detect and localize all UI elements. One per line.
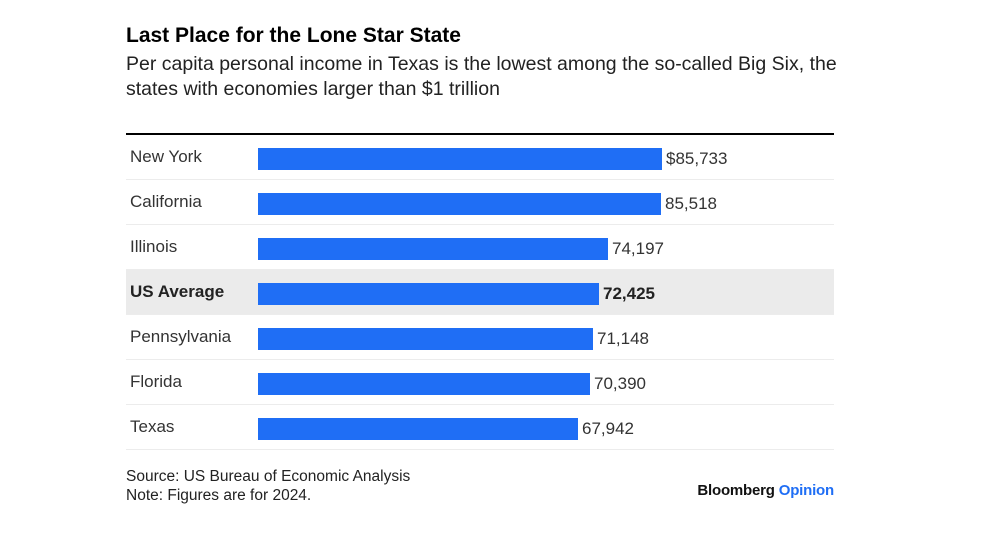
- chart-subtitle: Per capita personal income in Texas is t…: [126, 53, 837, 100]
- brand-main: Bloomberg: [697, 482, 775, 499]
- category-label-pennsylvania: Pennsylvania: [130, 327, 232, 346]
- bar-new-york: [258, 148, 662, 170]
- bar-illinois: [258, 238, 608, 260]
- bar-california: [258, 193, 661, 215]
- bar-texas: [258, 418, 578, 440]
- value-label-us-average: 72,425: [603, 284, 655, 303]
- value-label-california: 85,518: [665, 194, 717, 213]
- category-label-illinois: Illinois: [130, 237, 178, 256]
- bar-row-florida: Florida 70,390: [126, 360, 834, 405]
- category-label-us-average: US Average: [130, 282, 225, 301]
- bar-florida: [258, 373, 590, 395]
- brand-logo: Bloomberg Opinion: [697, 482, 834, 499]
- source-text: Source: US Bureau of Economic Analysis: [126, 468, 411, 485]
- bar-chart: New York $85,733 California 85,518 Illinois 7…: [126, 135, 834, 451]
- category-label-florida: Florida: [130, 372, 182, 391]
- value-label-texas: 67,942: [582, 419, 634, 438]
- note-text: Note: Figures are for 2024.: [126, 487, 312, 504]
- bar-row-california: California 85,518: [126, 180, 834, 225]
- bar-us-average: [258, 283, 599, 305]
- value-label-pennsylvania: 71,148: [597, 329, 649, 348]
- bar-row-us-average: US Average 72,425: [126, 270, 834, 315]
- source-notes: Source: US Bureau of Economic Analysis N…: [126, 467, 410, 505]
- value-label-illinois: 74,197: [612, 239, 664, 258]
- category-label-texas: Texas: [130, 417, 175, 436]
- chart-title: Last Place for the Lone Star State: [126, 24, 461, 47]
- top-rule: [126, 133, 834, 135]
- value-label-florida: 70,390: [594, 374, 646, 393]
- value-label-new-york: $85,733: [666, 149, 728, 168]
- category-label-california: California: [130, 192, 202, 211]
- brand-sub: Opinion: [778, 482, 834, 499]
- bar-pennsylvania: [258, 328, 593, 350]
- bar-row-pennsylvania: Pennsylvania 71,148: [126, 315, 834, 360]
- bar-row-new-york: New York $85,733: [126, 135, 834, 180]
- category-label-new-york: New York: [130, 147, 202, 166]
- bar-row-illinois: Illinois 74,197: [126, 225, 834, 270]
- bar-row-texas: Texas 67,942: [126, 405, 834, 450]
